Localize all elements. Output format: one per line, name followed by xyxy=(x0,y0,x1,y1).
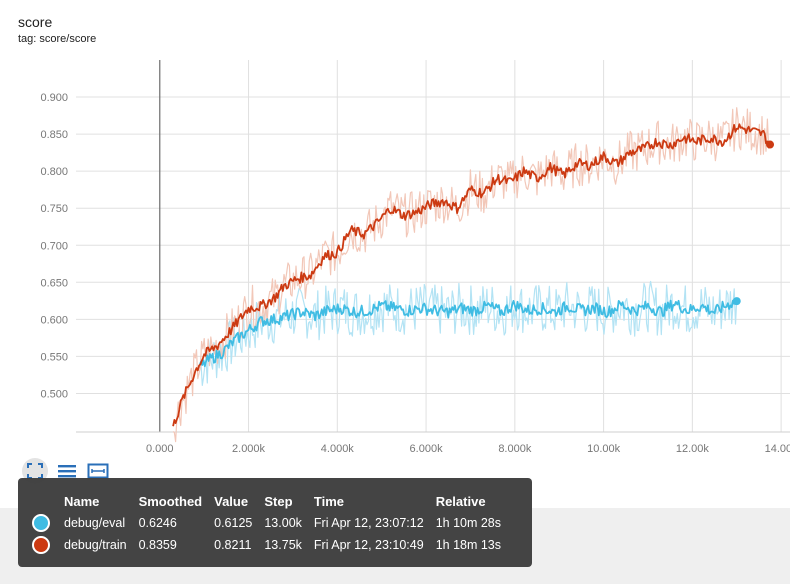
train-raw-line xyxy=(172,107,771,443)
x-tick-label: 2.000k xyxy=(232,443,266,455)
tooltip-header-blank xyxy=(32,492,64,512)
y-tick-label: 0.500 xyxy=(40,388,68,400)
tooltip-header: Time xyxy=(313,494,344,509)
eval-swatch-icon xyxy=(32,514,50,532)
eval-raw-line xyxy=(199,280,738,386)
y-tick-label: 0.550 xyxy=(40,351,68,363)
tooltip-header: Relative xyxy=(435,494,486,509)
data-tooltip: Name Smoothed Value Step Time Relative d… xyxy=(18,478,532,567)
row-smoothed: 0.8359 xyxy=(138,538,177,552)
row-step: 13.00k xyxy=(264,516,302,530)
x-tick-label: 14.00k xyxy=(765,443,790,455)
tick-labels: 0.500 0.550 0.600 0.650 0.700 0.750 0.800 0.850… xyxy=(40,92,790,455)
row-value: 0.8211 xyxy=(214,538,252,552)
x-tick-label: 6.000k xyxy=(410,443,444,455)
line-chart[interactable]: 0.500 0.550 0.600 0.650 0.700 0.750 0.800 0.850… xyxy=(0,0,790,460)
train-endpoint xyxy=(766,140,775,149)
y-tick-label: 0.800 xyxy=(40,166,68,178)
train-swatch-icon xyxy=(32,536,50,554)
lines-icon[interactable] xyxy=(56,460,78,482)
x-tick-label: 10.00k xyxy=(587,443,621,455)
series-swatch xyxy=(32,512,64,534)
row-name: debug/train xyxy=(64,538,127,552)
row-name: debug/eval xyxy=(64,516,126,530)
y-tick-label: 0.650 xyxy=(40,277,68,289)
y-tick-label: 0.600 xyxy=(40,314,68,326)
row-smoothed: 0.6246 xyxy=(138,516,177,530)
tooltip-header: Step xyxy=(264,494,293,509)
y-tick-label: 0.700 xyxy=(40,240,68,252)
row-step: 13.75k xyxy=(264,538,302,552)
grid-layer xyxy=(76,60,790,433)
row-relative: 1h 18m 13s xyxy=(435,538,502,552)
row-time: Fri Apr 12, 23:10:49 xyxy=(313,538,424,552)
series-layer xyxy=(172,107,775,443)
chart-tag: tag: score/score xyxy=(18,33,97,45)
row-relative: 1h 10m 28s xyxy=(435,516,502,530)
chart-title: score xyxy=(18,14,53,30)
x-tick-label: 4.000k xyxy=(321,443,355,455)
x-tick-label: 0.000 xyxy=(146,443,174,455)
row-value: 0.6125 xyxy=(214,516,253,530)
row-time: Fri Apr 12, 23:07:12 xyxy=(313,516,424,530)
tooltip-table: Name Smoothed Value Step Time Relative d… xyxy=(32,492,513,556)
y-tick-label: 0.850 xyxy=(40,129,68,141)
eval-endpoint xyxy=(732,297,741,306)
x-tick-label: 8.000k xyxy=(498,443,532,455)
y-tick-label: 0.900 xyxy=(40,92,68,104)
y-tick-label: 0.750 xyxy=(40,203,68,215)
tooltip-header: Value xyxy=(214,494,249,509)
x-tick-label: 12.00k xyxy=(676,443,710,455)
tooltip-header: Smoothed xyxy=(138,494,203,509)
eval-line xyxy=(198,299,737,368)
tooltip-header: Name xyxy=(64,494,100,509)
tooltip-row: debug/train 0.8359 0.8211 13.75k Fri Apr… xyxy=(32,534,513,556)
fit-domain-icon[interactable] xyxy=(87,460,109,482)
tooltip-row: debug/eval 0.6246 0.6125 13.00k Fri Apr … xyxy=(32,512,513,534)
train-line xyxy=(172,123,771,427)
series-swatch xyxy=(32,534,64,556)
